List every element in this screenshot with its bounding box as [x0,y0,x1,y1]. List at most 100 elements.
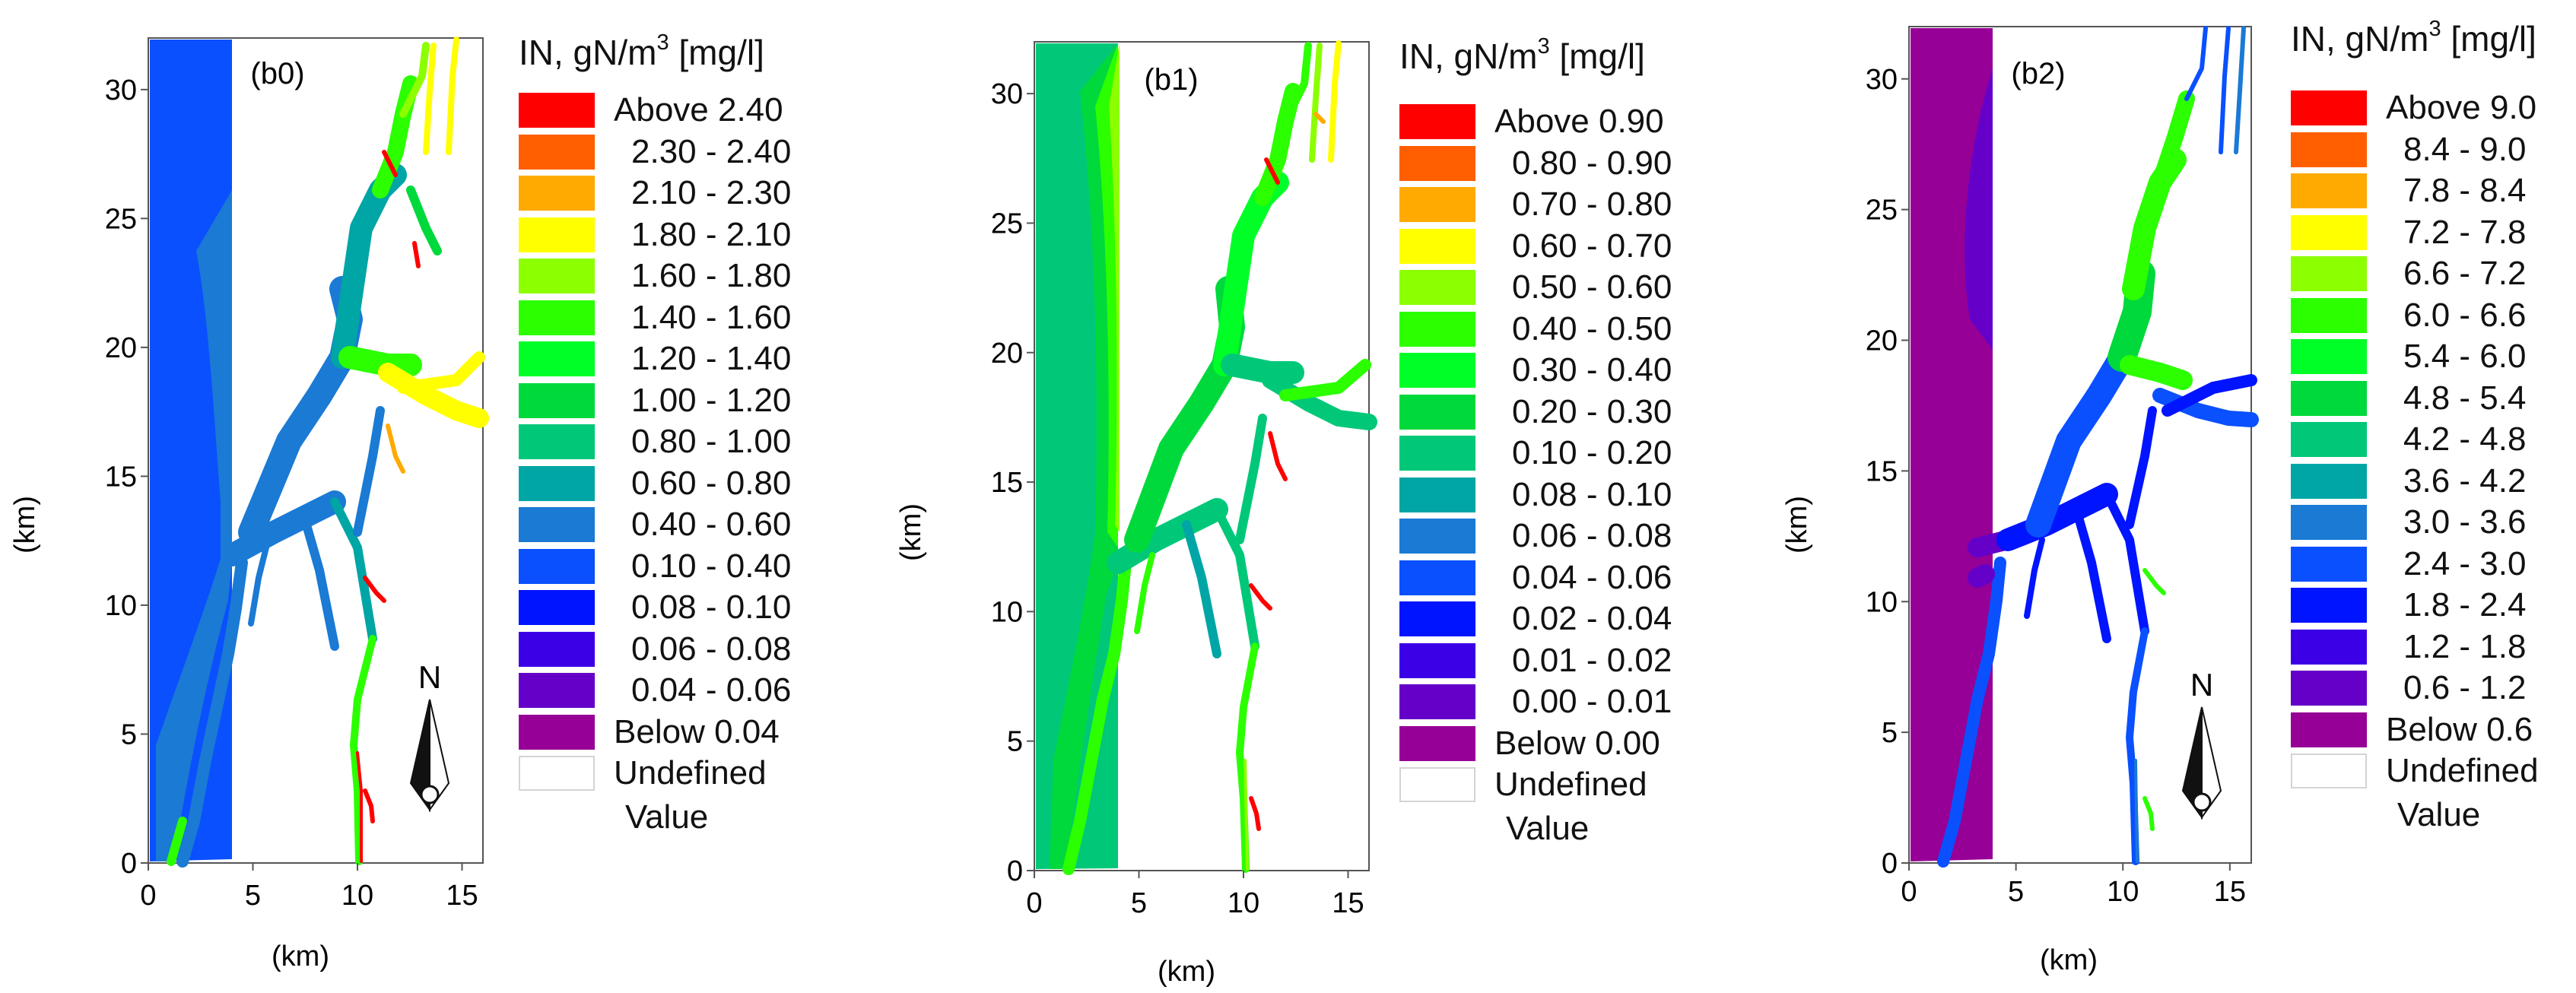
legend-title-unit: [mg/l] [2451,19,2536,59]
legend-label: 0.04 - 0.06 [631,671,792,709]
river-channel [1937,557,2006,868]
north-arrow: N [409,659,450,813]
legend-label: 3.0 - 3.6 [2403,503,2527,541]
x-axis-label: (km) [272,941,329,972]
river-channel [1244,759,1249,871]
river-channel [330,497,377,643]
x-axis: 0 5 10 15 [1026,871,1364,919]
legend-label: 0.04 - 0.06 [1512,558,1672,596]
ocean-edge-shape [1109,43,1120,532]
legend-label: 0.30 - 0.40 [1512,351,1672,389]
legend-label: 7.2 - 7.8 [2403,213,2527,251]
legend-swatch [519,134,595,170]
legend-title-sup: 3 [656,30,669,55]
legend-swatch [2291,712,2367,747]
legend-swatch [2291,753,2367,788]
legend-label: 0.50 - 0.60 [1512,268,1672,306]
y-tick-label: 25 [105,203,137,235]
x-tick-label: 15 [446,880,478,912]
north-arrow: N [2181,667,2222,820]
river-channel [446,36,459,155]
x-tick-label: 15 [1332,887,1364,919]
legend-swatch [519,382,595,418]
legend-label: 4.2 - 4.8 [2403,420,2527,458]
legend-swatch [1399,270,1475,305]
river-channel [2102,490,2149,636]
river-channel [167,817,187,866]
river-channel [1182,520,1221,658]
panel-label: (b1) [1144,63,1198,97]
river-channel [1249,583,1272,611]
river-channel [412,241,421,268]
legend-swatch [1399,477,1475,512]
river-channel [2184,26,2208,101]
y-tick-label: 10 [1866,586,1898,618]
legend-swatch [2291,173,2367,208]
ocean-nearshore-shape [156,190,232,861]
river-channel [1309,43,1323,163]
y-axis: 0 5 10 15 20 25 30 [1866,64,1909,880]
river-channel [1282,42,1312,125]
legend-title-sup: 3 [1537,34,1550,59]
x-tick-label: 5 [2008,876,2024,908]
y-tick-label: 15 [991,467,1023,499]
legend-label: 4.8 - 5.4 [2403,379,2527,417]
river-channel [356,751,363,863]
legend-swatch [2291,297,2367,333]
legend-swatch [2291,422,2367,457]
river-channel [2234,26,2246,154]
legend-label: 6.0 - 6.6 [2403,296,2527,334]
river-channel [2126,627,2149,865]
river-channel [1062,557,1132,875]
x-axis: 0 5 10 15 [140,863,478,912]
river-channel [176,557,248,868]
legend-swatch [519,756,595,791]
legend-swatch [2291,90,2367,125]
estuary-network [1937,26,2259,868]
y-tick-label: 0 [121,848,137,880]
legend-swatch [519,507,595,542]
legend-swatch [2291,629,2367,665]
legend-title-unit: [mg/l] [1559,36,1645,76]
legend-label: 7.8 - 8.4 [2403,172,2527,209]
legend-label: 0.20 - 0.30 [1512,392,1672,430]
y-tick-label: 5 [121,719,137,750]
legend-label: Above 2.40 [614,91,783,128]
river-channel [397,351,485,394]
river-channel [353,406,385,537]
x-tick-label: 15 [2214,876,2246,908]
legend-title-text: IN, gN/m [519,33,657,72]
legend-swatch [1399,767,1475,802]
river-channel [2125,406,2157,529]
x-tick-label: 0 [140,880,156,912]
y-tick-label: 20 [105,332,137,364]
legend-label: 0.60 - 0.80 [631,464,792,502]
legend-swatch [2291,671,2367,706]
estuary-network [167,36,489,868]
legend-swatch [519,424,595,459]
x-tick-label: 0 [1901,876,1917,908]
legend-title-unit: [mg/l] [678,33,764,72]
y-tick-label: 15 [105,461,137,493]
legend-label: 1.20 - 1.40 [631,340,792,377]
river-channel [2152,90,2195,191]
legend-title: IN, gN/m3 [mg/l] [1399,34,1645,77]
legend-label: Below 0.6 [2386,710,2533,748]
legend-label: 3.6 - 4.2 [2403,462,2527,500]
river-channel [2120,355,2193,390]
y-tick-label: 5 [1882,717,1898,749]
legend-label: 2.30 - 2.40 [631,132,792,170]
river-channel [423,43,437,155]
legend-label: 5.4 - 6.0 [2403,338,2527,375]
ocean-nearshore-shape [1050,43,1118,869]
river-channel [2025,344,2135,538]
legend-label: Value [1506,810,1590,847]
legend-swatch [1399,394,1475,430]
legend-swatch [519,631,595,667]
river-channel [1221,354,1304,384]
legend-swatch [1399,187,1475,222]
legend-swatch [2291,339,2367,374]
map-plot-b0: N (b0) 0 5 10 15 20 25 30 0 5 10 15 (km) (km) [9,36,489,972]
legend-swatch [2291,505,2367,540]
river-channel [1313,112,1326,124]
